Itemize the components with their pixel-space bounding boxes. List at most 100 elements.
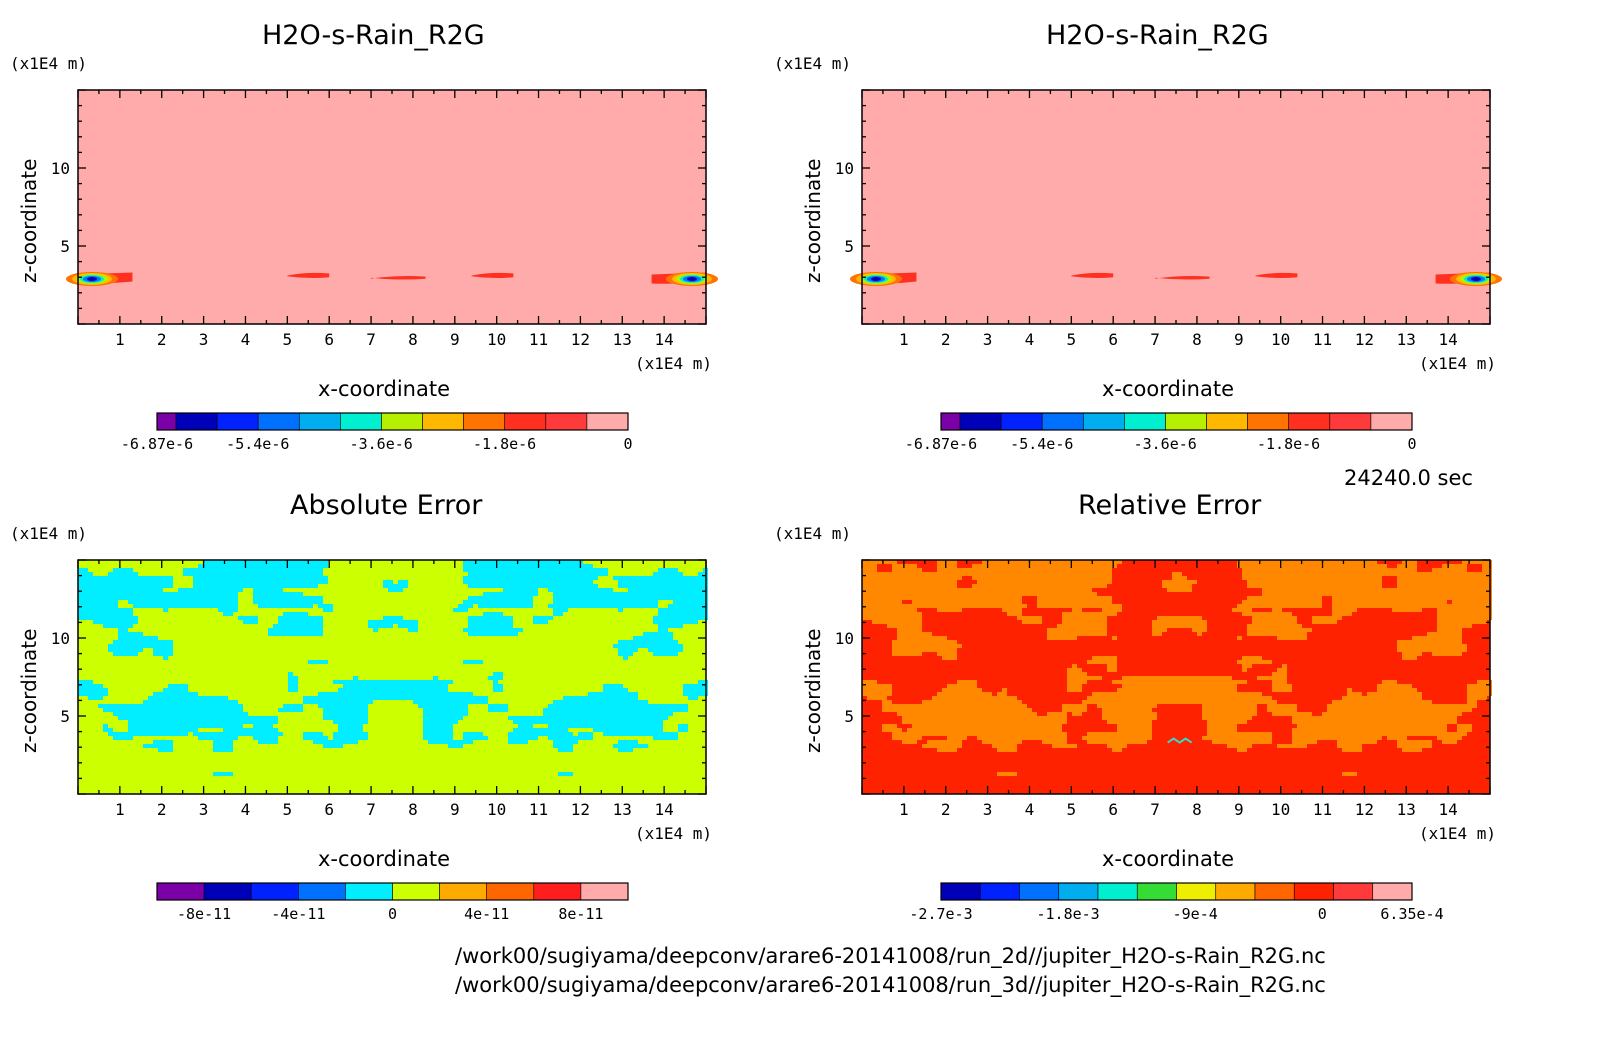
plot-area [850, 89, 1502, 325]
rain-feature [471, 272, 514, 278]
x-tick-label: 11 [529, 330, 548, 349]
x-tick-label: 8 [408, 800, 418, 819]
x-tick-label: 1 [115, 330, 125, 349]
colorbar-frame [940, 882, 1413, 901]
x-tick-label: 5 [283, 330, 293, 349]
colorbar-segment [156, 882, 205, 901]
colorbar-segment [959, 412, 1002, 431]
colorbar-tick-label: -5.4e-6 [226, 435, 289, 453]
rain-feature [1071, 272, 1114, 278]
x-tick-label: 12 [1355, 800, 1374, 819]
colorbar-segment [1333, 882, 1374, 901]
colorbar-segment [533, 882, 582, 901]
x-tick-label: 7 [1150, 330, 1160, 349]
error-patches [78, 560, 708, 776]
x-tick-label: 9 [1234, 800, 1244, 819]
field-background [862, 90, 1490, 324]
colorbar-segment [250, 882, 299, 901]
x-tick-label: 4 [1025, 330, 1035, 349]
y-unit-label: (x1E4 m) [10, 524, 88, 543]
y-tick-label: 5 [844, 707, 854, 726]
axis-ticks [861, 89, 1491, 325]
x-tick-label: 5 [283, 800, 293, 819]
panel-title: Absolute Error [290, 490, 483, 521]
x-tick-label: 12 [571, 330, 590, 349]
rain-feature [1255, 272, 1298, 278]
time-label: 24240.0 sec [1344, 466, 1473, 490]
x-tick-label: 7 [366, 800, 376, 819]
panel-title: H2O-s-Rain_R2G [262, 20, 485, 51]
x-tick-label: 12 [1355, 330, 1374, 349]
x-tick-label: 9 [450, 330, 460, 349]
colorbar-tick-label: -1.8e-3 [1036, 905, 1099, 923]
x-tick-label: 14 [1439, 330, 1458, 349]
colorbar-segment [298, 412, 341, 431]
axis-ticks [861, 559, 1491, 795]
y-tick-label: 10 [51, 629, 70, 648]
x-tick-label: 5 [1067, 330, 1077, 349]
x-tick-label: 6 [324, 800, 334, 819]
colorbar-segment [463, 412, 506, 431]
x-tick-label: 10 [487, 800, 506, 819]
panel-top-left: H2O-s-Rain_R2G (x1E4 m) 1 2 3 4 5 6 7 8 9 10 11 12 1… [0, 0, 780, 480]
x-tick-label: 2 [941, 800, 951, 819]
colorbar-segment [1293, 882, 1334, 901]
colorbar-segment [1097, 882, 1138, 901]
x-tick-label: 13 [613, 800, 632, 819]
colorbar-segment [504, 412, 547, 431]
y-tick-label: 10 [51, 159, 70, 178]
colorbar-segment [175, 412, 218, 431]
colorbar-tick-label: 6.35e-4 [1380, 905, 1443, 923]
x-tick-label: 10 [487, 330, 506, 349]
x-unit-label: (x1E4 m) [1419, 824, 1497, 843]
y-tick-label: 5 [60, 707, 70, 726]
colorbar-segment [1370, 412, 1413, 431]
colorbar-tick-label: -1.8e-6 [473, 435, 536, 453]
x-tick-label: 14 [1439, 800, 1458, 819]
y-tick-label: 10 [835, 159, 854, 178]
panel-title: Relative Error [1078, 490, 1262, 521]
x-tick-label: 3 [983, 330, 993, 349]
colorbar-tick-label: 0 [388, 905, 397, 923]
colorbar-segment [1206, 412, 1248, 431]
colorbar-frame [940, 412, 1413, 431]
colorbar-segment [1407, 883, 1412, 900]
y-tick-label: 10 [835, 629, 854, 648]
colorbar-tick-label: -3.6e-6 [1134, 435, 1197, 453]
x-tick-label: 11 [1313, 330, 1332, 349]
colorbar-segment [1329, 412, 1372, 431]
small-feature [1167, 737, 1193, 744]
x-tick-label: 7 [366, 330, 376, 349]
colorbar-segment [1041, 412, 1084, 431]
colorbar-segment [297, 882, 346, 901]
x-tick-label: 13 [1397, 800, 1416, 819]
colorbar-segment [156, 412, 177, 431]
colorbar-segment [392, 882, 440, 901]
colorbar-tick-label: -8e-11 [177, 905, 231, 923]
colorbar-segment [1176, 882, 1217, 901]
panel-bottom-right: Relative Error (x1E4 m) 1 2 3 4 5 6 7 8 9 10 11 12 1… [774, 470, 1564, 950]
colorbar-segment [1288, 412, 1331, 431]
axis-ticks [77, 559, 707, 795]
y-unit-label: (x1E4 m) [10, 54, 88, 73]
x-tick-label: 5 [1067, 800, 1077, 819]
x-tick-label: 4 [241, 330, 251, 349]
y-axis-label: z-coordinate [801, 158, 825, 283]
colorbar-tick-label: -3.6e-6 [350, 435, 413, 453]
colorbar-frame [156, 882, 629, 901]
y-axis-label: z-coordinate [17, 628, 41, 753]
x-tick-label: 4 [1025, 800, 1035, 819]
panel-top-right: H2O-s-Rain_R2G (x1E4 m) 1 2 3 4 5 6 7 8 9 10 11 12 1… [774, 0, 1564, 480]
x-tick-label: 14 [655, 330, 674, 349]
plot-area [77, 559, 708, 795]
x-unit-label: (x1E4 m) [635, 354, 713, 373]
field-background [78, 90, 706, 324]
colorbar-segment [1000, 412, 1043, 431]
x-tick-label: 9 [450, 800, 460, 819]
colorbar-segment [1254, 882, 1295, 901]
y-unit-label: (x1E4 m) [774, 524, 852, 543]
colorbar-tick-label: 0 [1318, 905, 1327, 923]
x-axis-label: x-coordinate [1102, 377, 1235, 401]
colorbar-segment [1082, 412, 1125, 431]
